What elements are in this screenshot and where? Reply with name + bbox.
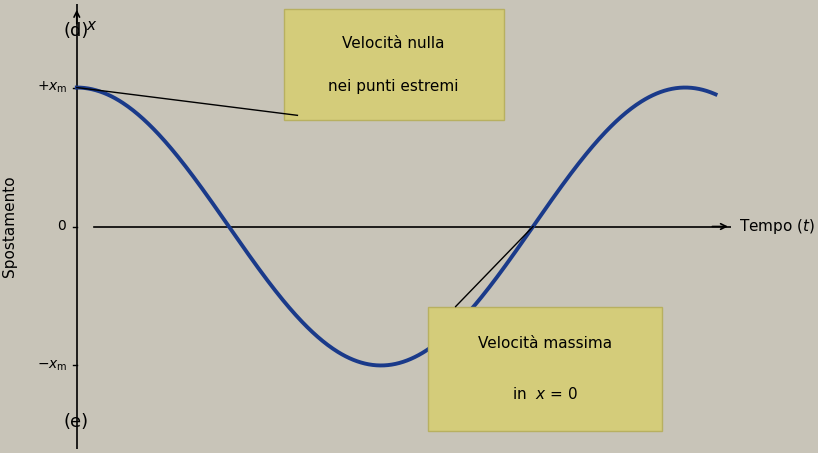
Text: $+x_{\rm m}$: $+x_{\rm m}$ — [37, 80, 67, 95]
Text: Spostamento: Spostamento — [2, 176, 16, 277]
Text: (d): (d) — [64, 22, 89, 40]
FancyBboxPatch shape — [284, 9, 504, 120]
Text: Velocità nulla: Velocità nulla — [343, 36, 445, 51]
Text: $-x_{\rm m}$: $-x_{\rm m}$ — [37, 358, 67, 373]
Text: x: x — [87, 18, 96, 33]
Text: Velocità massima: Velocità massima — [478, 336, 612, 351]
Text: nei punti estremi: nei punti estremi — [329, 79, 459, 94]
Text: (e): (e) — [64, 413, 88, 431]
Text: $0$: $0$ — [57, 220, 67, 233]
FancyBboxPatch shape — [428, 307, 662, 431]
Text: in  $x$ = 0: in $x$ = 0 — [512, 386, 578, 402]
Text: Tempo ($t$): Tempo ($t$) — [739, 217, 815, 236]
